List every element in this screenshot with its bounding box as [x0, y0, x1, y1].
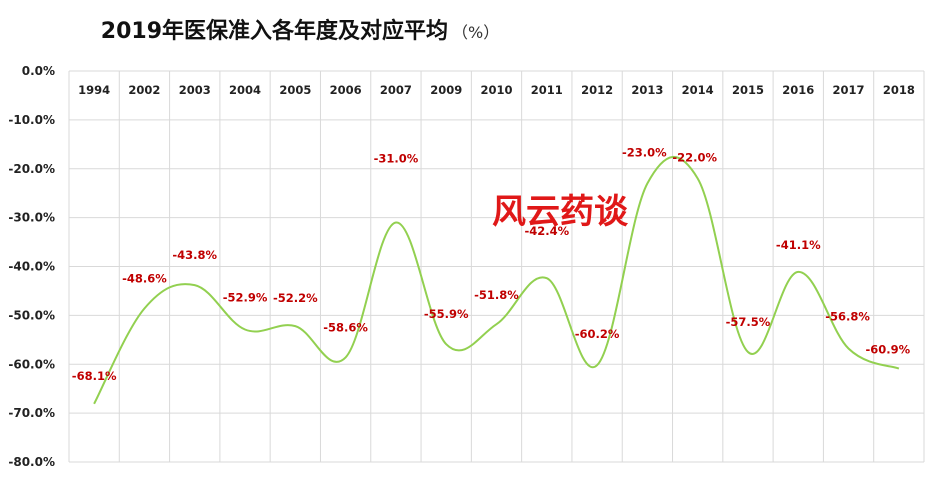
x-tick-label: 2016: [782, 83, 814, 97]
data-label: -60.9%: [866, 343, 911, 357]
y-tick-label: -40.0%: [8, 260, 55, 274]
data-label: -52.9%: [223, 291, 268, 305]
x-tick-label: 1994: [78, 83, 110, 97]
data-label: -60.2%: [575, 327, 620, 341]
x-axis-ticks: 1994 2002 2003 2004 2005 2006 2007 2009 2010 2011…: [78, 83, 915, 97]
x-tick-label: 2004: [229, 83, 261, 97]
series-line: [93, 155, 900, 405]
x-tick-label: 2012: [581, 83, 613, 97]
data-label: -31.0%: [374, 152, 419, 166]
x-tick-label: 2011: [531, 83, 563, 97]
x-tick-label: 2017: [833, 83, 865, 97]
x-tick-label: 2018: [883, 83, 915, 97]
y-tick-label: -50.0%: [8, 308, 55, 322]
data-label: -22.0%: [672, 151, 717, 165]
data-label: -41.1%: [776, 238, 821, 252]
data-label: -51.8%: [474, 288, 519, 302]
y-axis-ticks: 0.0% -10.0% -20.0% -30.0% -40.0% -50.0% -60.0%…: [8, 64, 55, 469]
x-tick-label: 2013: [631, 83, 663, 97]
y-tick-label: -10.0%: [8, 113, 55, 127]
y-tick-label: -20.0%: [8, 162, 55, 176]
x-tick-label: 2007: [380, 83, 412, 97]
watermark-text: 风云药谈: [492, 192, 629, 232]
x-tick-label: 2005: [279, 83, 311, 97]
x-tick-label: 2010: [480, 83, 512, 97]
data-label: -56.8%: [825, 310, 870, 324]
x-tick-label: 2014: [682, 83, 714, 97]
chart-title: 2019年医保准入各年度及对应平均: [101, 18, 448, 44]
data-label: -23.0%: [622, 145, 667, 159]
data-label: -58.6%: [323, 320, 368, 334]
data-labels: -68.1% -48.6% -43.8% -52.9% -52.2% -58.6% -31.…: [72, 145, 911, 382]
y-tick-label: -70.0%: [8, 406, 55, 420]
data-label: -52.2%: [273, 291, 318, 305]
x-tick-label: 2009: [430, 83, 462, 97]
y-tick-label: -60.0%: [8, 357, 55, 371]
data-label: -55.9%: [424, 307, 469, 321]
x-tick-label: 2002: [128, 83, 160, 97]
data-label: -68.1%: [72, 369, 117, 383]
data-label: -48.6%: [122, 272, 167, 286]
y-tick-label: 0.0%: [22, 64, 55, 78]
x-tick-label: 2015: [732, 83, 764, 97]
data-label: -43.8%: [172, 248, 217, 262]
chart-title-unit: （%）: [452, 23, 499, 42]
data-label: -57.5%: [726, 315, 771, 329]
x-tick-label: 2006: [330, 83, 362, 97]
data-label: -42.4%: [524, 224, 569, 238]
gridlines: [68, 70, 925, 463]
x-tick-label: 2003: [179, 83, 211, 97]
y-tick-label: -80.0%: [8, 455, 55, 469]
y-tick-label: -30.0%: [8, 211, 55, 225]
